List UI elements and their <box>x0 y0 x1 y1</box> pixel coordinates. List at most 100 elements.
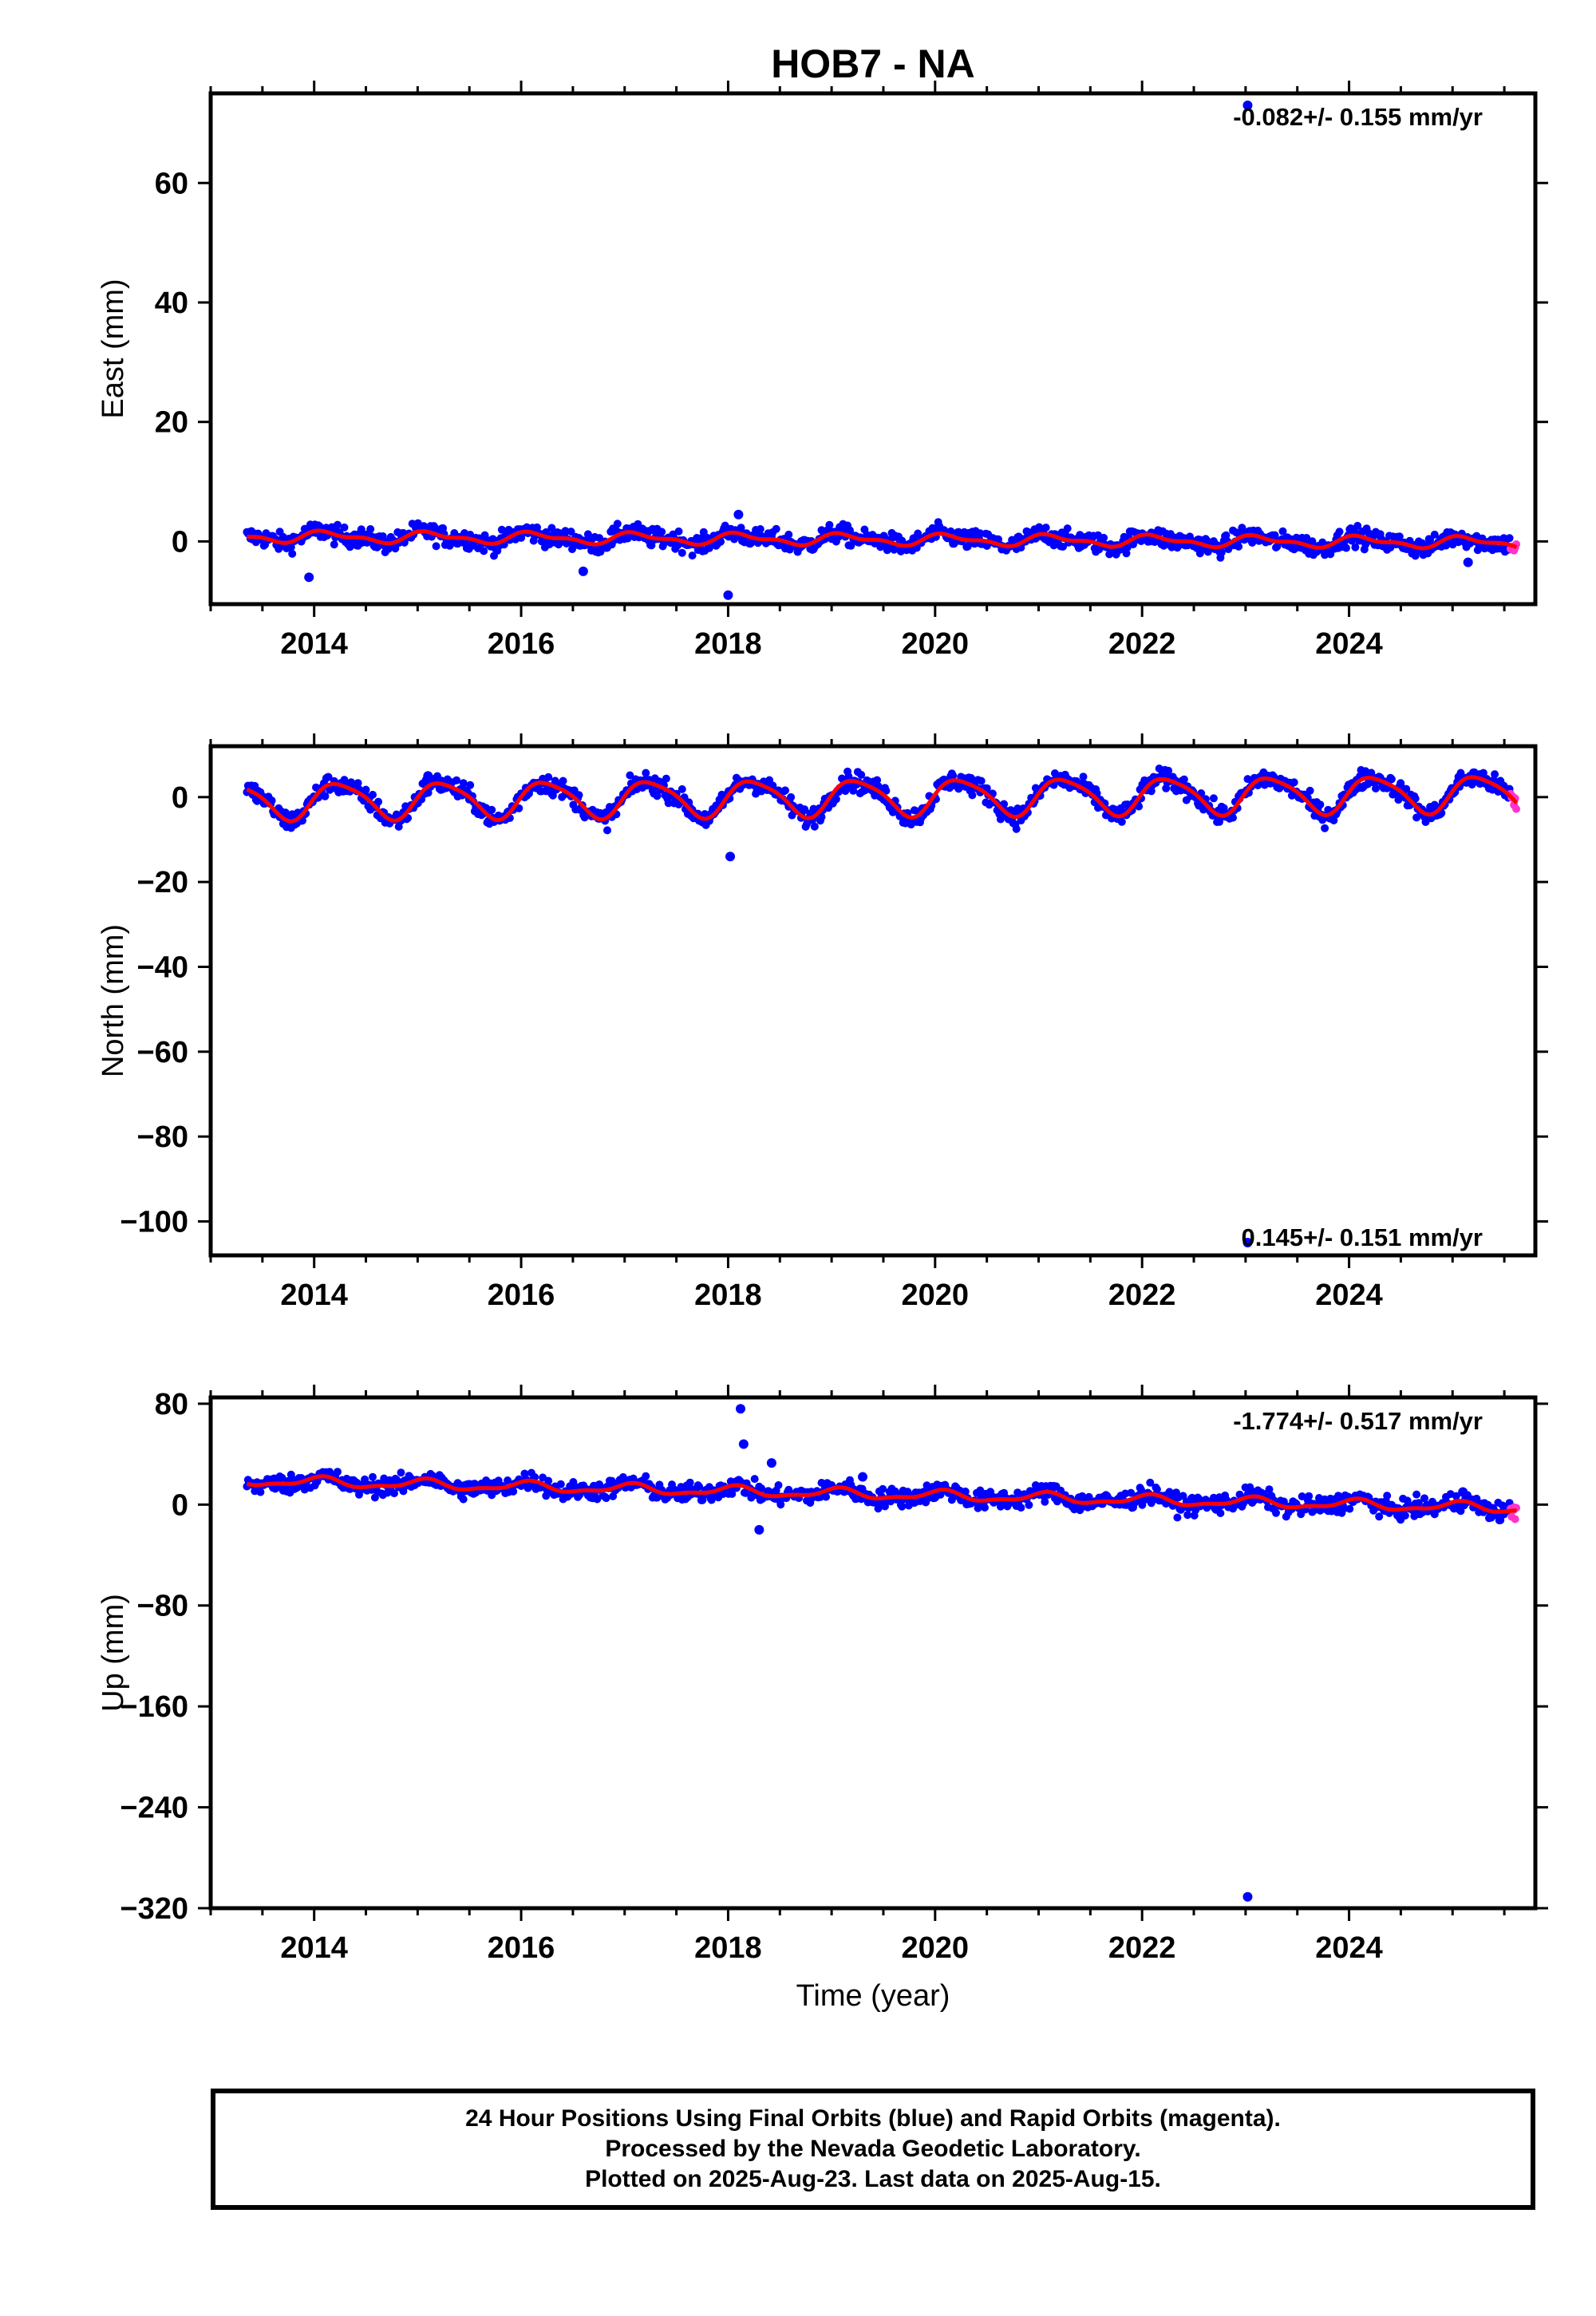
rapid-orbit-point <box>1512 804 1521 813</box>
final-orbit-point <box>1387 775 1396 784</box>
outlier-point <box>578 566 588 576</box>
final-orbit-point <box>781 786 789 795</box>
y-tick-label: −160 <box>120 1690 188 1724</box>
final-orbit-point <box>1173 1513 1182 1522</box>
final-orbit-point <box>1025 1500 1033 1509</box>
model-fit-line <box>246 1474 1517 1514</box>
final-orbit-point <box>849 786 858 795</box>
final-orbit-point <box>286 543 295 551</box>
x-tick-label: 2014 <box>280 1931 348 1965</box>
final-orbit-point <box>1353 521 1362 530</box>
final-orbit-point <box>281 808 290 817</box>
final-orbit-point <box>817 812 826 821</box>
y-tick-label: −80 <box>137 1120 188 1154</box>
final-orbit-point <box>822 1492 831 1501</box>
final-orbit-point <box>1122 549 1131 558</box>
final-orbit-point <box>642 1472 650 1480</box>
final-orbit-point <box>1209 794 1218 803</box>
x-tick-label: 2024 <box>1315 1931 1383 1965</box>
final-orbit-point <box>466 781 475 789</box>
final-orbit-point <box>750 1475 759 1484</box>
final-orbit-point <box>653 792 662 800</box>
final-orbit-point <box>432 542 440 551</box>
final-orbit-point <box>1100 533 1108 542</box>
final-orbit-point <box>737 524 745 532</box>
final-orbit-point <box>1505 534 1514 543</box>
final-orbit-point <box>1412 1490 1421 1499</box>
final-orbit-point <box>647 541 656 550</box>
outlier-point <box>304 572 314 583</box>
final-orbit-point <box>1147 787 1156 796</box>
x-tick-label: 2022 <box>1108 1279 1176 1312</box>
final-orbit-point <box>488 805 496 814</box>
final-orbit-point <box>1164 766 1173 775</box>
x-tick-label: 2016 <box>488 1931 555 1965</box>
final-orbit-point <box>369 790 377 799</box>
final-orbit-point <box>1248 539 1257 547</box>
chart-title: HOB7 - NA <box>771 41 975 86</box>
outlier-point <box>1242 1238 1253 1248</box>
final-orbit-point <box>1179 775 1188 784</box>
final-orbit-point <box>575 791 583 800</box>
final-orbit-point <box>898 1502 907 1511</box>
final-orbit-point <box>459 779 468 788</box>
final-orbit-point <box>613 520 622 528</box>
final-orbit-point <box>340 523 349 532</box>
outlier-point <box>1463 557 1473 567</box>
final-orbit-point <box>1012 824 1021 833</box>
final-orbit-point <box>366 525 375 533</box>
x-tick-label: 2024 <box>1315 627 1383 661</box>
velocity-rate-label: -1.774+/- 0.517 mm/yr <box>1233 1407 1483 1435</box>
y-tick-label: −80 <box>137 1590 188 1623</box>
final-orbit-point <box>1127 1488 1136 1497</box>
outlier-point <box>754 1524 764 1535</box>
final-orbit-point <box>1306 786 1314 795</box>
final-orbit-point <box>1430 530 1439 539</box>
final-orbit-point <box>825 520 834 529</box>
y-tick-label: −60 <box>137 1036 188 1069</box>
final-orbit-point <box>1270 531 1279 539</box>
final-orbit-point <box>800 805 809 814</box>
final-orbit-point <box>394 822 403 831</box>
final-orbit-point <box>544 773 553 781</box>
final-orbit-point <box>966 773 975 782</box>
final-orbit-point <box>717 537 725 546</box>
final-orbit-point <box>1491 770 1499 779</box>
final-orbit-point <box>688 551 697 560</box>
x-tick-label: 2018 <box>694 1279 762 1312</box>
final-orbit-point <box>1079 773 1088 781</box>
y-tick-label: −240 <box>120 1792 188 1825</box>
final-orbit-point <box>1414 1499 1423 1508</box>
final-orbit-point <box>459 1495 468 1504</box>
final-orbit-point <box>678 548 686 557</box>
final-orbit-point <box>330 540 338 549</box>
final-orbit-point <box>847 541 855 550</box>
final-orbit-point <box>424 788 433 797</box>
final-orbit-point <box>968 791 977 800</box>
final-orbit-point <box>1041 524 1050 532</box>
final-orbit-point <box>361 785 370 794</box>
final-orbit-point <box>1183 1511 1192 1520</box>
final-orbit-point <box>881 1502 889 1511</box>
east-panel: 2014 2016 2018 2020 2022 2024 0 20 40 60 East (mm)… <box>97 81 1548 661</box>
final-orbit-point <box>949 771 958 780</box>
y-tick-label: 0 <box>172 781 188 815</box>
final-orbit-point <box>626 771 634 780</box>
final-orbit-point <box>1329 816 1338 824</box>
final-orbit-point <box>324 773 333 781</box>
final-orbit-point <box>936 1490 945 1499</box>
footer-box: 24 Hour Positions Using Final Orbits (bl… <box>211 2089 1535 2210</box>
x-tick-label: 2020 <box>902 1931 970 1965</box>
final-orbit-point <box>1137 1485 1145 1494</box>
outlier-point <box>738 1439 749 1449</box>
final-orbit-point <box>832 795 840 804</box>
x-tick-label: 2022 <box>1108 1931 1176 1965</box>
x-tick-label: 2024 <box>1315 1279 1383 1312</box>
final-orbit-point <box>556 1480 565 1488</box>
final-orbit-point <box>1335 528 1344 536</box>
y-tick-label: −40 <box>137 951 188 984</box>
final-orbit-point <box>1216 1509 1225 1517</box>
final-orbit-point <box>452 776 461 785</box>
final-orbit-point <box>1146 1478 1155 1487</box>
final-orbit-point <box>642 769 650 777</box>
